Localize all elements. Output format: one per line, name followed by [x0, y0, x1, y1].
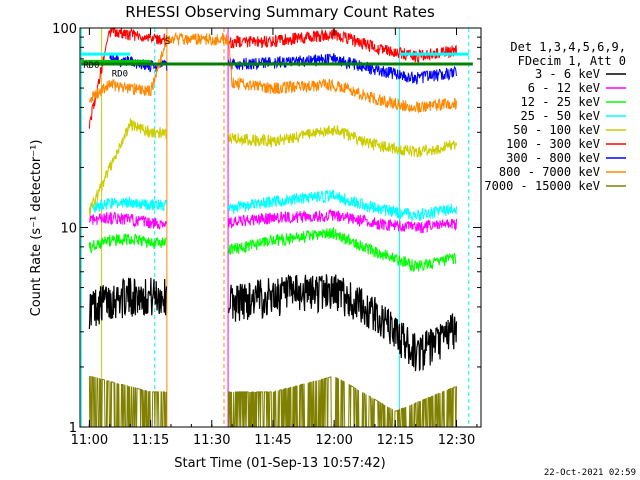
- series-800-7000-kev: [88, 31, 457, 114]
- legend-label-6: 300 - 800 keV: [506, 151, 600, 165]
- series-100-300-kev: [88, 27, 457, 129]
- legend-label-8: 7000 - 15000 keV: [484, 179, 600, 193]
- y-tick-label-2: 100: [52, 22, 77, 37]
- series-25-50-kev: [88, 189, 457, 222]
- series-6-12-kev: [88, 208, 457, 234]
- x-tick-label-3: 11:45: [254, 433, 291, 448]
- legend-label-5: 100 - 300 keV: [506, 137, 600, 151]
- y-axis-label: Count Rate (s⁻¹ detector⁻¹): [29, 140, 44, 317]
- legend-label-2: 12 - 25 keV: [521, 95, 600, 109]
- series-12-25-kev: [88, 227, 457, 273]
- legend-label-4: 50 - 100 keV: [513, 123, 600, 137]
- x-tick-label-4: 12:00: [315, 433, 352, 448]
- axis-ticks: 11:00 11:15 11:30 11:45 12:00 12:15 12:30 1 10 10…: [52, 22, 481, 448]
- x-tick-label-2: 11:30: [193, 433, 230, 448]
- legend-label-7: 800 - 7000 keV: [499, 165, 600, 179]
- legend-label-0: 3 - 6 keV: [535, 67, 600, 81]
- series-3-6-kev: [88, 273, 458, 372]
- x-tick-label-0: 11:00: [71, 433, 108, 448]
- legend-label-1: 6 - 12 keV: [528, 81, 600, 95]
- series-50-100-kev: [88, 118, 457, 217]
- series-7000-15000-kev: [88, 375, 457, 428]
- x-axis-label: Start Time (01-Sep-13 10:57:42): [174, 456, 385, 471]
- x-tick-label-6: 12:30: [438, 433, 475, 448]
- x-tick-label-5: 12:15: [377, 433, 414, 448]
- chart-title: RHESSI Observing Summary Count Rates: [125, 3, 435, 21]
- y-tick-label-0: 1: [69, 421, 77, 436]
- annotation-1: RD0: [112, 69, 128, 79]
- annotation-0: RD0: [83, 61, 99, 71]
- annotation-2: S: [165, 37, 170, 47]
- y-tick-label-1: 10: [60, 222, 77, 237]
- x-tick-label-1: 11:15: [132, 433, 169, 448]
- legend-header-2: FDecim 1, Att 0: [518, 54, 626, 68]
- plot-marks: RD0 RD0 S: [80, 27, 473, 428]
- legend-header-1: Det 1,3,4,5,6,9,: [510, 40, 626, 54]
- footer-timestamp: 22-Oct-2021 02:59: [544, 468, 636, 478]
- legend-label-3: 25 - 50 keV: [521, 109, 600, 123]
